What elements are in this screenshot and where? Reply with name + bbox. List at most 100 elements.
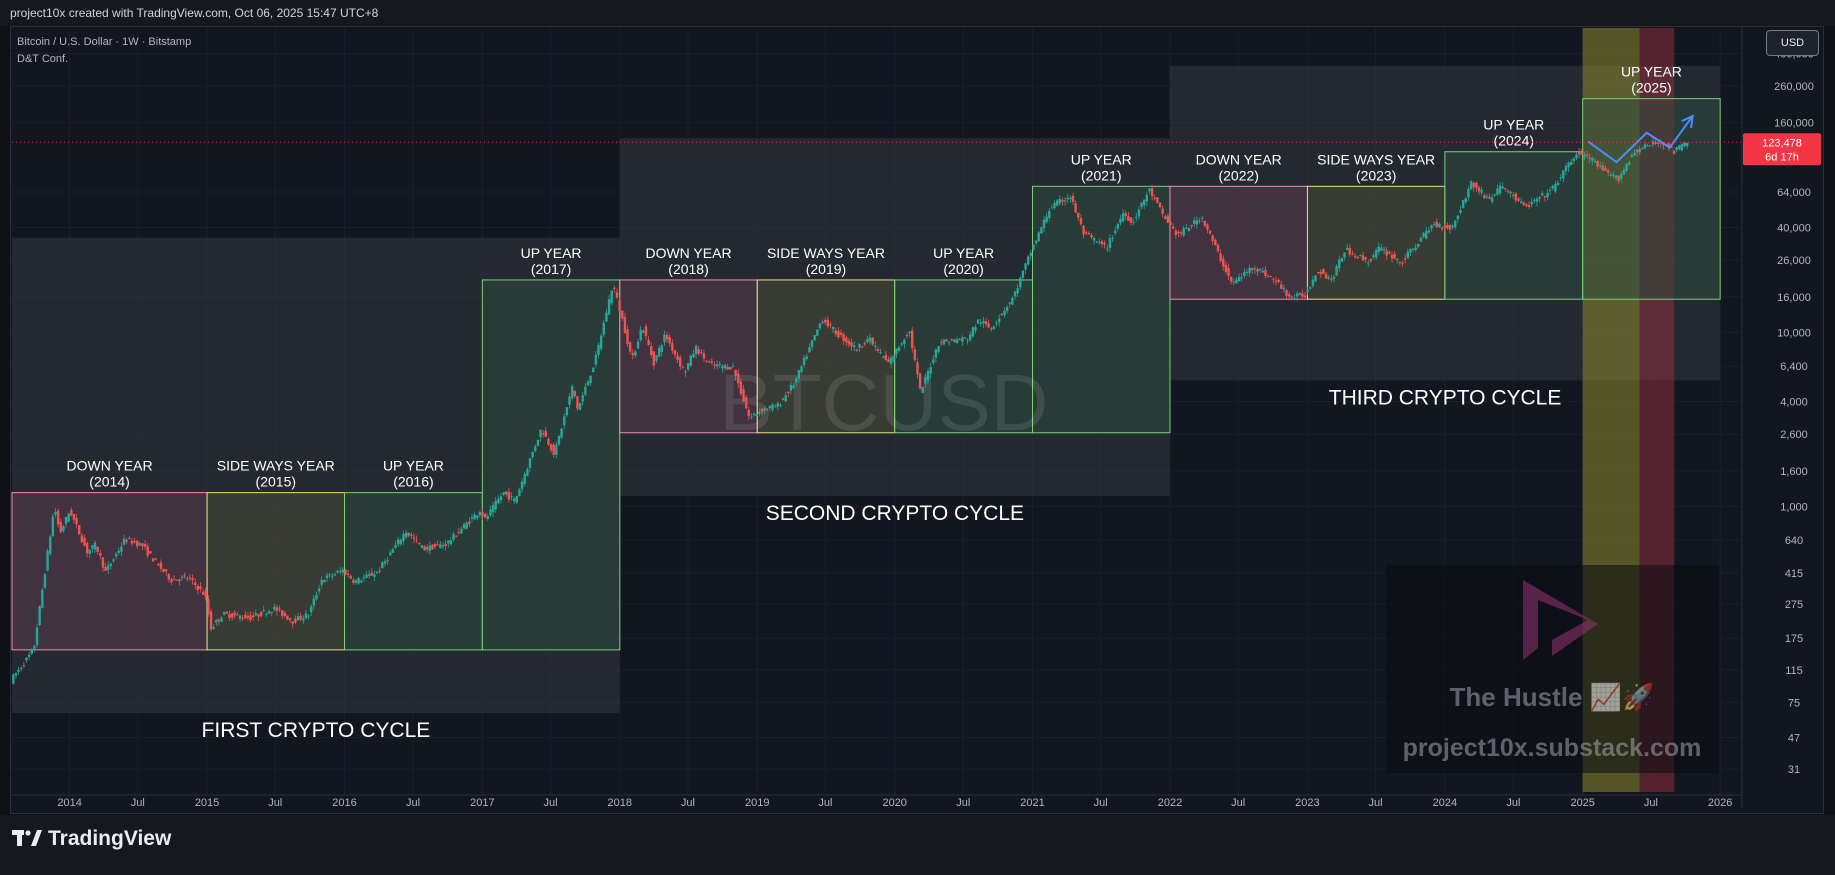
candle-body bbox=[1087, 233, 1091, 235]
candle-body bbox=[423, 546, 426, 551]
candle-body bbox=[929, 367, 932, 374]
candle-body bbox=[1042, 219, 1046, 229]
candle-body bbox=[863, 343, 866, 345]
candle-body bbox=[352, 579, 355, 583]
candle-body bbox=[143, 544, 147, 547]
candle-body bbox=[1177, 231, 1180, 234]
candle-body bbox=[563, 416, 566, 426]
price-tick-label: 26,000 bbox=[1777, 255, 1811, 267]
candle-body bbox=[1567, 162, 1570, 168]
btc-price-chart[interactable]: FIRST CRYPTO CYCLE SECOND CRYPTO CYCLE THI… bbox=[0, 0, 1835, 815]
candle-body bbox=[1127, 215, 1130, 221]
candle-body bbox=[776, 403, 779, 407]
candle-body bbox=[1543, 196, 1547, 198]
time-tick-label: 2014 bbox=[57, 797, 81, 809]
candle-body bbox=[1174, 230, 1178, 235]
candle-body bbox=[1356, 256, 1359, 258]
candle-body bbox=[918, 373, 922, 389]
candle-body bbox=[1103, 243, 1106, 245]
candle-body bbox=[112, 559, 115, 561]
candle-body bbox=[1451, 225, 1454, 228]
candle-body bbox=[1556, 182, 1560, 185]
candle-body bbox=[1224, 264, 1228, 272]
year-box-down bbox=[11, 492, 208, 651]
year-box-up bbox=[344, 492, 483, 651]
candle-body bbox=[744, 397, 748, 409]
candle-body bbox=[186, 578, 189, 580]
candle-body bbox=[1680, 144, 1684, 151]
candle-body bbox=[1501, 186, 1504, 189]
candle-body bbox=[708, 361, 711, 363]
candle-body bbox=[1200, 217, 1204, 219]
candle-body bbox=[320, 579, 323, 585]
candle-body bbox=[760, 408, 764, 412]
candle-body bbox=[884, 354, 888, 361]
candle-body bbox=[1140, 202, 1143, 207]
price-tick-label: 64,000 bbox=[1777, 187, 1811, 199]
candle-body bbox=[718, 364, 721, 366]
candle-body bbox=[555, 444, 558, 455]
candle-body bbox=[449, 540, 453, 545]
candle-body bbox=[1504, 188, 1507, 190]
time-tick-label: 2018 bbox=[608, 797, 632, 809]
candle-body bbox=[634, 351, 637, 356]
price-tick-label: 4,000 bbox=[1780, 397, 1808, 409]
candle-body bbox=[273, 606, 276, 610]
candle-body bbox=[1301, 293, 1304, 297]
candle-body bbox=[389, 552, 392, 556]
year-box-year: (2015) bbox=[256, 474, 296, 490]
candle-body bbox=[312, 598, 316, 606]
candle-body bbox=[847, 340, 851, 345]
candle-body bbox=[315, 594, 318, 600]
candle-body bbox=[1643, 144, 1647, 149]
tradingview-logo[interactable]: TradingView bbox=[12, 827, 171, 851]
candle-body bbox=[860, 346, 864, 348]
year-box-title: UP YEAR bbox=[1071, 151, 1132, 167]
year-box-up bbox=[1444, 151, 1584, 300]
candle-body bbox=[1214, 239, 1217, 246]
indicator-label[interactable]: D&T Conf. bbox=[17, 53, 69, 65]
candle-body bbox=[887, 359, 890, 363]
cycle-label: THIRD CRYPTO CYCLE bbox=[1329, 386, 1562, 409]
candle-body bbox=[576, 396, 579, 409]
candle-body bbox=[1419, 237, 1423, 242]
candle-body bbox=[1448, 224, 1452, 230]
year-box-title: DOWN YEAR bbox=[645, 245, 731, 261]
price-tick-label: 31 bbox=[1788, 764, 1800, 776]
candle-body bbox=[1512, 195, 1515, 197]
currency-button[interactable]: USD bbox=[1766, 30, 1819, 56]
candle-body bbox=[876, 349, 880, 351]
candle-body bbox=[346, 573, 350, 575]
candle-body bbox=[1657, 142, 1660, 144]
time-tick-label: Jul bbox=[818, 797, 832, 809]
candle-body bbox=[1232, 281, 1236, 283]
candle-body bbox=[304, 613, 308, 619]
candle-body bbox=[1156, 197, 1159, 203]
candle-body bbox=[737, 373, 740, 384]
candle-body bbox=[1535, 198, 1539, 202]
candle-body bbox=[676, 355, 679, 360]
candle-body bbox=[1063, 200, 1067, 202]
candle-body bbox=[91, 545, 94, 549]
candle-body bbox=[1261, 270, 1265, 273]
candle-body bbox=[1208, 230, 1212, 234]
time-tick-label: 2016 bbox=[332, 797, 356, 809]
candle-body bbox=[1446, 225, 1449, 229]
candle-body bbox=[966, 339, 969, 341]
candle-body bbox=[452, 533, 455, 540]
candle-body bbox=[1324, 273, 1328, 279]
candle-body bbox=[251, 615, 255, 618]
time-tick-label: Jul bbox=[1231, 797, 1245, 809]
candle-body bbox=[204, 590, 207, 598]
candle-body bbox=[1116, 224, 1120, 229]
candle-body bbox=[1464, 198, 1467, 203]
candle-body bbox=[1570, 161, 1573, 165]
candle-body bbox=[1604, 167, 1607, 171]
candle-body bbox=[1456, 215, 1460, 220]
candle-body bbox=[75, 517, 78, 525]
candle-body bbox=[905, 335, 909, 337]
price-tick-label: 640 bbox=[1785, 535, 1803, 547]
candle-body bbox=[1625, 163, 1628, 171]
candle-body bbox=[1309, 287, 1312, 289]
candle-body bbox=[233, 612, 236, 616]
